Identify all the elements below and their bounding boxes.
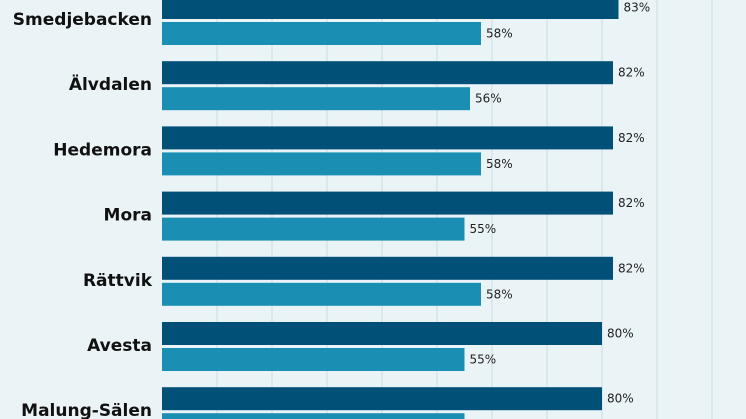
bar-light	[162, 87, 470, 111]
bar-light	[162, 282, 481, 306]
labels: 83% 58% Smedjebacken 82% 56% Älvdalen 82% 58% He…	[13, 1, 650, 419]
category-label: Mora	[104, 206, 152, 226]
bar-dark	[162, 191, 613, 215]
data-label: 55%	[470, 353, 497, 367]
data-label: 58%	[486, 287, 513, 301]
category-label: Älvdalen	[69, 73, 152, 95]
bar-dark	[162, 387, 602, 411]
category-label: Rättvik	[83, 271, 153, 291]
data-label: 83%	[624, 1, 651, 15]
data-label: 82%	[618, 261, 645, 275]
data-label: 58%	[486, 27, 513, 41]
data-label: 58%	[486, 157, 513, 171]
data-label: 82%	[618, 131, 645, 145]
bar-light	[162, 22, 481, 45]
bar-dark	[162, 256, 613, 280]
bar-light	[162, 217, 465, 241]
bar-dark	[162, 61, 613, 85]
data-label: 82%	[618, 196, 645, 210]
category-label: Avesta	[87, 336, 152, 356]
bar-light	[162, 152, 481, 176]
category-label: Smedjebacken	[13, 10, 152, 30]
bar-light	[162, 413, 465, 419]
bar-dark	[162, 126, 613, 150]
data-label: 55%	[470, 222, 497, 236]
category-label: Hedemora	[53, 140, 152, 160]
data-label: 82%	[618, 66, 645, 80]
data-label: 80%	[607, 327, 634, 341]
bars	[162, 0, 619, 419]
bar-dark	[162, 0, 619, 19]
data-label: 56%	[475, 92, 502, 106]
bar-light	[162, 348, 465, 371]
bar-dark	[162, 322, 602, 345]
category-label: Malung-Sälen	[21, 401, 152, 419]
data-label: 80%	[607, 392, 634, 406]
